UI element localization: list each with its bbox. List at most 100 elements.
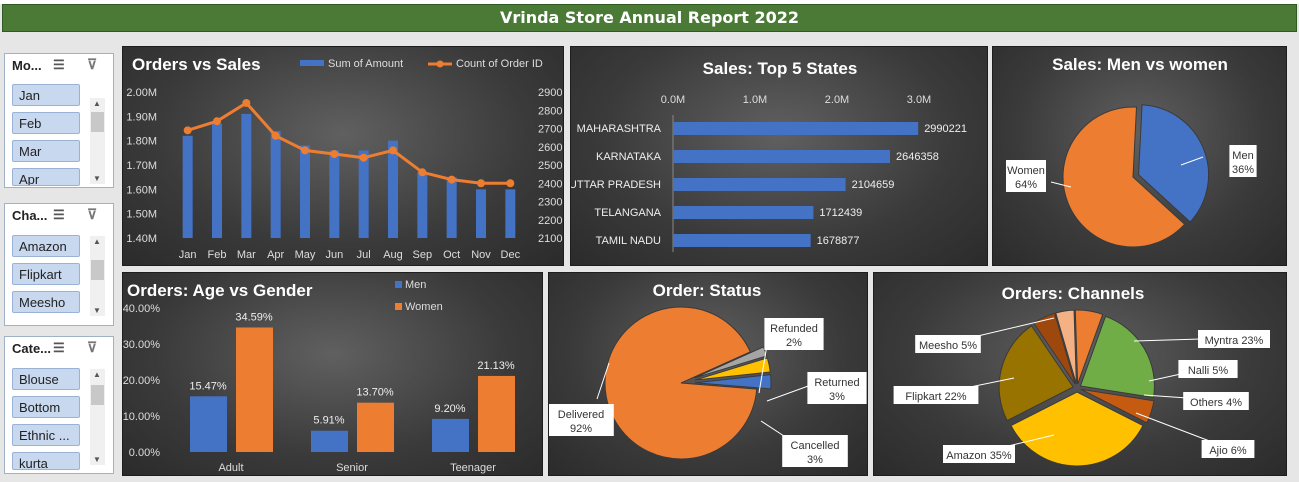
state-label: TELANGANA <box>594 207 661 219</box>
point-orders <box>242 98 251 107</box>
clear-filter-icon[interactable]: ⊽ <box>87 56 98 72</box>
chart-title: Orders: Age vs Gender <box>127 281 313 300</box>
bar-amount <box>300 145 310 238</box>
clear-filter-icon[interactable]: ⊽ <box>87 339 98 355</box>
y-right-tick: 2200 <box>538 215 562 227</box>
data-label-box <box>1178 360 1238 378</box>
data-label: Cancelled <box>791 440 840 452</box>
bar-women <box>357 402 394 452</box>
x-tick: 2.0M <box>825 94 849 106</box>
pie-slice-refunded <box>693 346 768 379</box>
scroll-down-icon[interactable]: ▼ <box>93 455 101 464</box>
slicer-month-scrollbar[interactable]: ▲ ▼ <box>90 98 105 184</box>
scroll-up-icon[interactable]: ▲ <box>93 370 101 379</box>
data-label: 1678877 <box>817 235 860 247</box>
leader-line <box>1180 156 1204 166</box>
scroll-up-icon[interactable]: ▲ <box>93 237 101 246</box>
y-right-tick: 2800 <box>538 105 562 117</box>
bar-amount <box>446 177 457 238</box>
chart-order-channels[interactable]: Orders: Channels Amazon 35% Myntra 23% Nall… <box>873 272 1287 476</box>
clear-filter-icon[interactable]: ⊽ <box>87 206 98 222</box>
scroll-down-icon[interactable]: ▼ <box>93 174 101 183</box>
slicer-item-apr[interactable]: Apr <box>12 168 80 186</box>
slicer-channel-scrollbar[interactable]: ▲ ▼ <box>90 236 105 316</box>
scroll-down-icon[interactable]: ▼ <box>93 306 101 315</box>
y-right-tick: 2900 <box>538 87 562 99</box>
x-tick: Senior <box>336 462 368 474</box>
pie-slice-myntra <box>998 325 1074 422</box>
report-title-bar: Vrinda Store Annual Report 2022 <box>2 4 1297 32</box>
scrollbar-thumb[interactable] <box>91 260 104 280</box>
chart-age-vs-gender[interactable]: Orders: Age vs Gender Men Women 0.00% 10.00%… <box>122 272 543 476</box>
y-tick: 10.00% <box>123 411 160 423</box>
x-tick: 1.0M <box>743 94 767 106</box>
point-orders <box>359 153 368 162</box>
multi-select-icon[interactable]: ☰ <box>53 340 65 355</box>
data-label: 64% <box>1015 179 1037 191</box>
data-label: Men <box>1232 150 1253 162</box>
data-label: 13.70% <box>356 387 394 399</box>
point-orders <box>447 175 456 184</box>
y-right-tick: 2600 <box>538 142 562 154</box>
data-label-box <box>1201 440 1255 458</box>
data-label: 2% <box>786 337 802 349</box>
slicer-item-flipkart[interactable]: Flipkart <box>12 263 80 285</box>
slicer-item-kurta[interactable]: kurta <box>12 452 80 470</box>
slicer-item-jan[interactable]: Jan <box>12 84 80 106</box>
x-tick: Jan <box>179 249 197 261</box>
scrollbar-thumb[interactable] <box>91 385 104 405</box>
data-label: Nalli 5% <box>1188 365 1229 377</box>
slicer-item-meesho[interactable]: Meesho <box>12 291 80 313</box>
slicer-item-mar[interactable]: Mar <box>12 140 80 162</box>
chart-order-status[interactable]: Order: Status Delivered 92% Refunded 2% Retur… <box>548 272 868 476</box>
data-label-box <box>1183 392 1249 410</box>
point-orders <box>506 179 515 188</box>
multi-select-icon[interactable]: ☰ <box>53 207 65 222</box>
data-label: 9.20% <box>434 403 465 415</box>
data-label: Myntra 23% <box>1205 335 1264 347</box>
y-left-tick: 2.00M <box>126 87 157 99</box>
bar-amount <box>212 123 222 238</box>
bar-men <box>432 418 469 452</box>
pie-slice-returned <box>694 357 771 381</box>
legend-amount: Sum of Amount <box>328 58 403 70</box>
state-label: UTTAR PRADESH <box>571 179 661 191</box>
data-label-box <box>764 318 824 350</box>
data-label-box <box>943 445 1015 463</box>
bar-amount <box>505 189 516 238</box>
bar-women <box>478 375 515 452</box>
data-label: 92% <box>570 423 592 435</box>
data-label: Women <box>1007 165 1045 177</box>
slicer-item-amazon[interactable]: Amazon <box>12 235 80 257</box>
slicer-item-bottom[interactable]: Bottom <box>12 396 80 418</box>
slicer-channel: Cha... ☰ ⊽ Amazon Flipkart Meesho ▲ ▼ <box>4 203 114 326</box>
state-label: KARNATAKA <box>596 151 662 163</box>
slicer-item-ethnic[interactable]: Ethnic ... <box>12 424 80 446</box>
bar-amount <box>241 113 252 238</box>
y-left-tick: 1.40M <box>126 233 157 245</box>
slicer-category-scrollbar[interactable]: ▲ ▼ <box>90 369 105 465</box>
legend-marker-orders <box>436 60 444 68</box>
bar-state <box>673 150 891 163</box>
point-orders <box>418 168 427 177</box>
scrollbar-thumb[interactable] <box>91 112 104 132</box>
scroll-up-icon[interactable]: ▲ <box>93 99 101 108</box>
chart-top-states[interactable]: Sales: Top 5 States 0.0M 1.0M 2.0M 3.0M MAHAR… <box>570 46 988 266</box>
legend-swatch-women <box>395 303 402 310</box>
data-label: 36% <box>1232 164 1254 176</box>
report-title: Vrinda Store Annual Report 2022 <box>499 8 800 27</box>
data-label: 3% <box>829 391 845 403</box>
bar-amount <box>358 150 369 238</box>
bar-men <box>311 430 348 452</box>
slicer-item-feb[interactable]: Feb <box>12 112 80 134</box>
multi-select-icon[interactable]: ☰ <box>53 57 65 72</box>
slicer-item-blouse[interactable]: Blouse <box>12 368 80 390</box>
data-label: Meesho 5% <box>919 340 977 352</box>
bar-amount <box>270 130 281 238</box>
chart-men-vs-women[interactable]: Sales: Men vs women Men 36% Women 64% <box>992 46 1287 266</box>
data-label-box <box>1198 330 1270 348</box>
y-right-tick: 2100 <box>538 233 562 245</box>
y-tick: 40.00% <box>123 303 160 315</box>
chart-orders-vs-sales[interactable]: Orders vs Sales Sum of Amount Count of Ord… <box>122 46 564 266</box>
data-label: 1712439 <box>819 207 862 219</box>
